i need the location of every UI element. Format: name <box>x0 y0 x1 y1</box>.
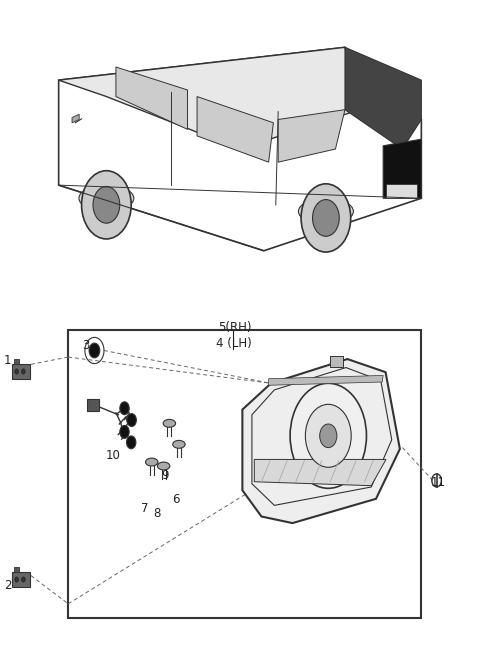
Text: 2: 2 <box>4 579 11 592</box>
Text: 6: 6 <box>172 493 180 505</box>
Bar <box>68 330 421 618</box>
Circle shape <box>22 369 25 374</box>
Ellipse shape <box>163 419 176 427</box>
Ellipse shape <box>145 458 158 466</box>
Polygon shape <box>242 359 400 523</box>
Circle shape <box>82 171 131 239</box>
Text: 4 (LH): 4 (LH) <box>216 337 252 350</box>
Polygon shape <box>197 96 274 162</box>
Text: 9: 9 <box>161 469 169 482</box>
Polygon shape <box>116 67 188 129</box>
Bar <box>87 399 99 411</box>
Bar <box>385 184 417 198</box>
Circle shape <box>320 424 337 447</box>
Circle shape <box>120 402 129 415</box>
Circle shape <box>22 577 25 582</box>
Bar <box>330 357 343 367</box>
Circle shape <box>15 577 19 582</box>
Circle shape <box>305 405 351 467</box>
Ellipse shape <box>299 198 353 225</box>
Text: 8: 8 <box>153 507 160 520</box>
Ellipse shape <box>79 185 134 212</box>
Text: 3: 3 <box>83 339 90 352</box>
Circle shape <box>301 184 351 252</box>
Bar <box>14 567 19 572</box>
Polygon shape <box>254 459 386 486</box>
Text: 7: 7 <box>141 502 149 515</box>
Circle shape <box>93 186 120 223</box>
Circle shape <box>15 369 19 374</box>
Bar <box>12 572 30 587</box>
Text: 11: 11 <box>431 476 446 489</box>
Polygon shape <box>72 114 79 123</box>
Text: 10: 10 <box>106 449 120 462</box>
Circle shape <box>312 200 339 237</box>
Circle shape <box>120 426 129 438</box>
Circle shape <box>290 384 366 488</box>
Bar <box>12 364 30 379</box>
Circle shape <box>127 436 136 449</box>
Text: 1: 1 <box>4 354 11 366</box>
Polygon shape <box>269 376 383 386</box>
Polygon shape <box>278 109 345 162</box>
Circle shape <box>127 414 136 426</box>
Text: 5(RH): 5(RH) <box>218 321 252 334</box>
Bar <box>14 359 19 364</box>
Polygon shape <box>59 47 360 149</box>
Ellipse shape <box>157 462 170 470</box>
Polygon shape <box>345 47 421 149</box>
Ellipse shape <box>173 440 185 448</box>
Polygon shape <box>383 139 421 198</box>
Circle shape <box>89 343 100 358</box>
